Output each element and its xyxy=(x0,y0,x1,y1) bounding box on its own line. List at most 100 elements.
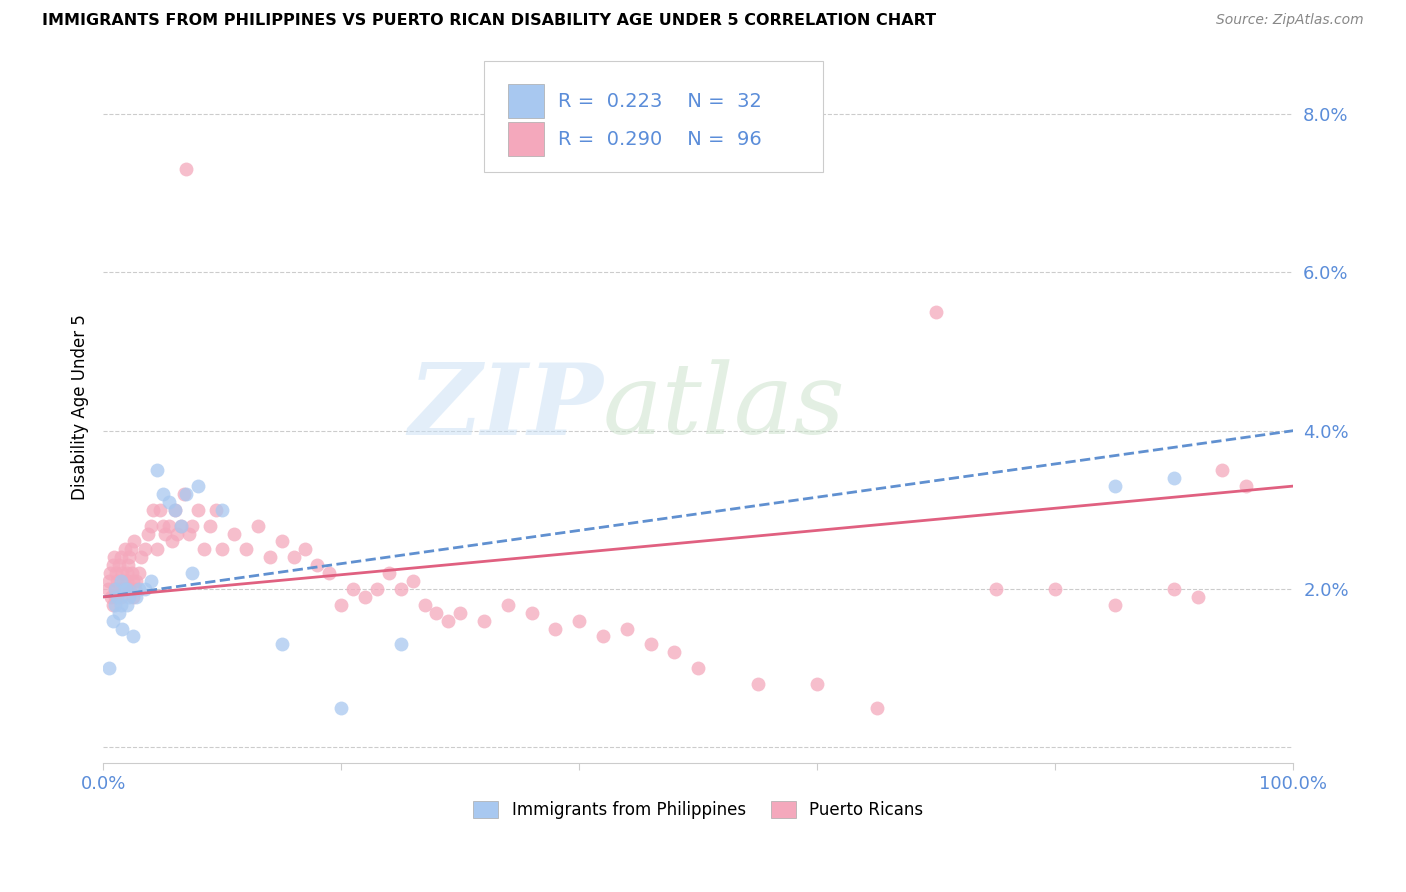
Point xyxy=(246,518,269,533)
Point xyxy=(118,550,141,565)
Point xyxy=(108,582,131,596)
Point xyxy=(294,542,316,557)
Point xyxy=(157,518,180,533)
Point xyxy=(342,582,364,596)
Point xyxy=(1104,598,1126,612)
Point xyxy=(101,598,124,612)
Point xyxy=(115,598,138,612)
Point xyxy=(98,661,121,675)
Point xyxy=(866,700,889,714)
Point xyxy=(592,630,614,644)
Point xyxy=(124,582,146,596)
Point xyxy=(149,503,172,517)
Text: atlas: atlas xyxy=(603,359,846,455)
Point xyxy=(153,526,176,541)
Point xyxy=(270,637,292,651)
Point xyxy=(330,700,353,714)
Point xyxy=(110,574,132,588)
Point xyxy=(176,487,198,501)
Point xyxy=(259,550,281,565)
Point xyxy=(330,598,353,612)
Point xyxy=(318,566,340,581)
Point xyxy=(200,518,222,533)
Point xyxy=(107,590,129,604)
FancyBboxPatch shape xyxy=(508,122,544,156)
Point xyxy=(118,582,141,596)
Point xyxy=(115,566,138,581)
Point xyxy=(163,503,186,517)
Point xyxy=(107,606,129,620)
Point xyxy=(125,590,148,604)
Point xyxy=(747,677,769,691)
Point xyxy=(378,566,401,581)
Point xyxy=(984,582,1007,596)
Point xyxy=(128,566,150,581)
Point xyxy=(354,590,377,604)
Point xyxy=(616,622,638,636)
Point xyxy=(437,614,460,628)
Point xyxy=(1163,471,1185,485)
Point xyxy=(120,542,142,557)
Point xyxy=(98,574,121,588)
Point xyxy=(117,558,139,573)
Point xyxy=(107,574,129,588)
Point xyxy=(222,526,245,541)
Point xyxy=(166,526,188,541)
Point xyxy=(110,590,132,604)
Point xyxy=(104,598,127,612)
Point xyxy=(181,566,204,581)
Text: Source: ZipAtlas.com: Source: ZipAtlas.com xyxy=(1216,13,1364,28)
Point xyxy=(139,574,162,588)
Point xyxy=(142,503,165,517)
Point xyxy=(640,637,662,651)
Point xyxy=(122,574,145,588)
Point xyxy=(129,550,152,565)
Point xyxy=(193,542,215,557)
Text: R =  0.223    N =  32: R = 0.223 N = 32 xyxy=(558,92,762,111)
Point xyxy=(122,534,145,549)
Point xyxy=(169,518,191,533)
Point xyxy=(100,590,122,604)
Point xyxy=(366,582,388,596)
Point xyxy=(110,598,132,612)
Point xyxy=(101,558,124,573)
Point xyxy=(496,598,519,612)
Point xyxy=(925,305,948,319)
Point xyxy=(152,518,174,533)
Point xyxy=(105,566,128,581)
Point xyxy=(544,622,567,636)
Point xyxy=(160,534,183,549)
Text: IMMIGRANTS FROM PHILIPPINES VS PUERTO RICAN DISABILITY AGE UNDER 5 CORRELATION C: IMMIGRANTS FROM PHILIPPINES VS PUERTO RI… xyxy=(42,13,936,29)
FancyBboxPatch shape xyxy=(508,84,544,119)
Point xyxy=(145,542,167,557)
Point xyxy=(211,542,233,557)
Legend: Immigrants from Philippines, Puerto Ricans: Immigrants from Philippines, Puerto Rica… xyxy=(467,795,929,826)
Text: R =  0.290    N =  96: R = 0.290 N = 96 xyxy=(558,129,762,149)
Point xyxy=(187,479,209,493)
Point xyxy=(101,614,124,628)
Point xyxy=(122,590,145,604)
Point xyxy=(307,558,329,573)
Point xyxy=(211,503,233,517)
Point xyxy=(104,582,127,596)
Point xyxy=(128,582,150,596)
Point xyxy=(122,630,145,644)
Point xyxy=(114,582,136,596)
Point xyxy=(806,677,828,691)
Point xyxy=(114,582,136,596)
Point xyxy=(187,503,209,517)
Point xyxy=(1234,479,1257,493)
Text: ZIP: ZIP xyxy=(408,359,603,455)
Point xyxy=(103,550,125,565)
Point xyxy=(520,606,543,620)
Point xyxy=(283,550,305,565)
Point xyxy=(235,542,257,557)
Point xyxy=(157,495,180,509)
Point xyxy=(1104,479,1126,493)
Point xyxy=(472,614,495,628)
Point xyxy=(139,518,162,533)
Point xyxy=(152,487,174,501)
Point xyxy=(111,622,134,636)
Point xyxy=(568,614,591,628)
Point xyxy=(1163,582,1185,596)
